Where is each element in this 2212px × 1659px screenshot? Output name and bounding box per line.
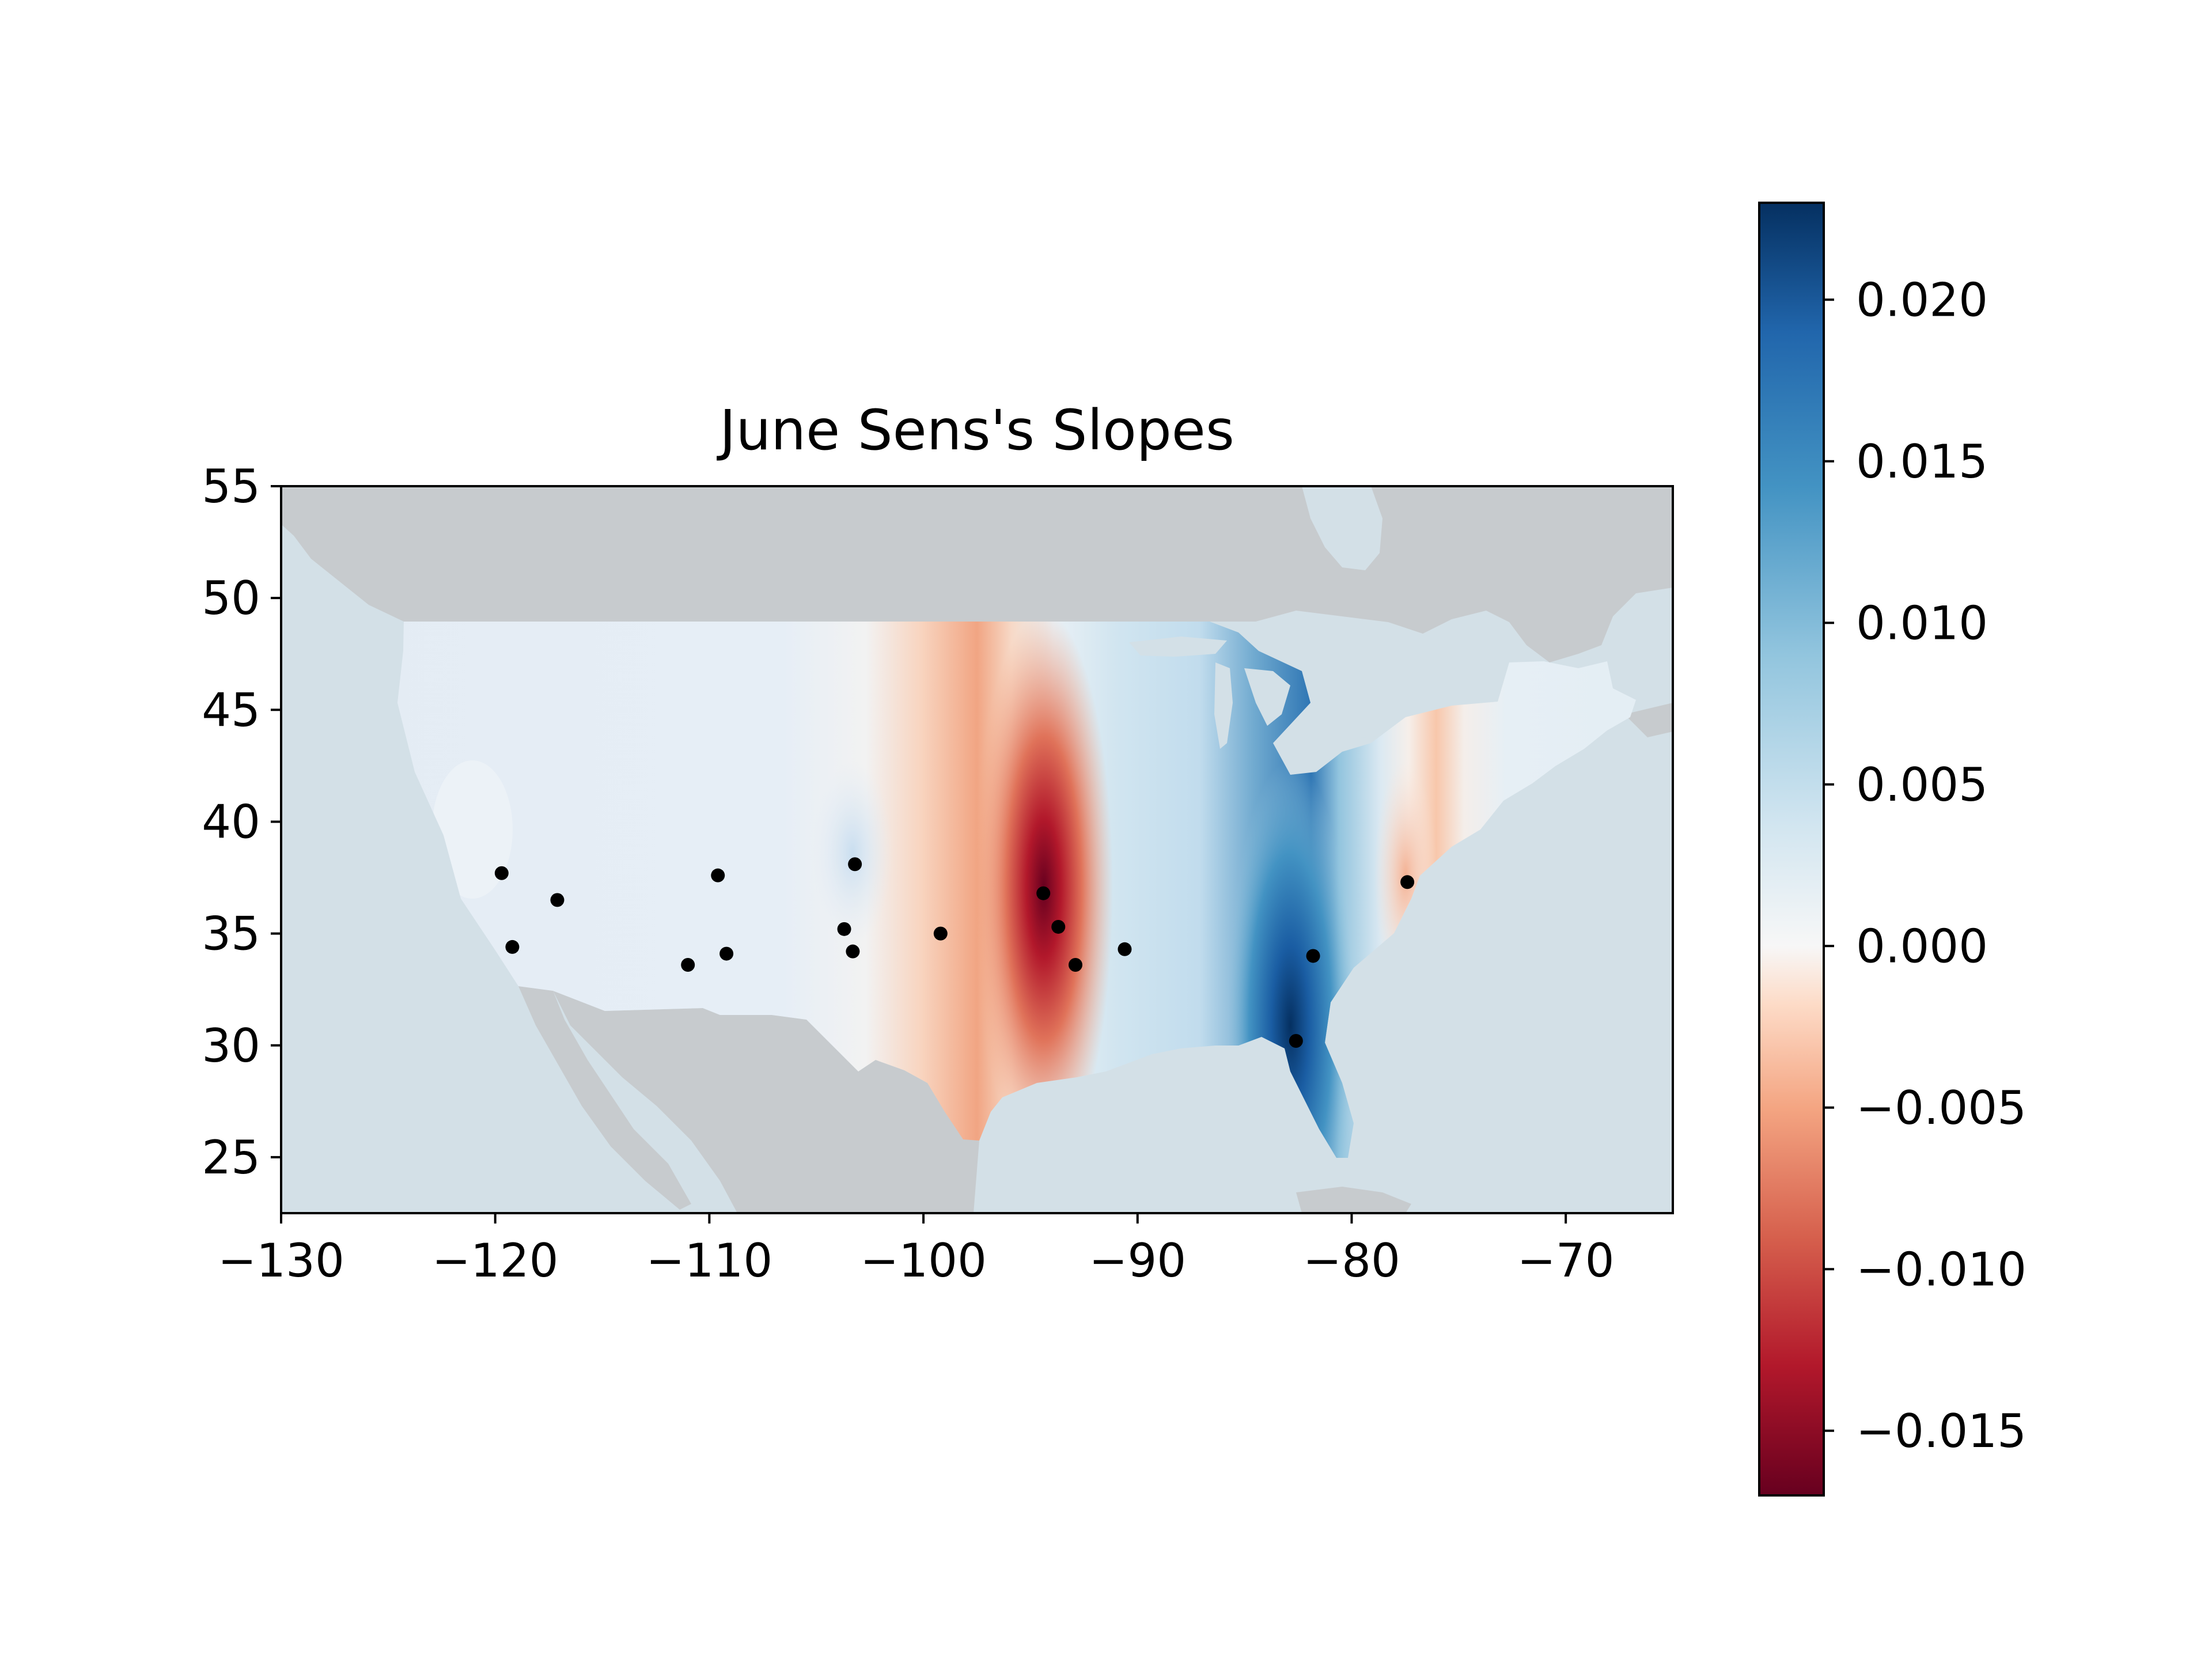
- x-tick-label: −70: [1517, 1234, 1615, 1287]
- y-tick-label: 50: [202, 571, 260, 625]
- colorbar-tick-label: −0.010: [1856, 1243, 2027, 1296]
- x-tick-label: −130: [218, 1234, 344, 1287]
- station-point: [837, 922, 851, 936]
- map-area: [281, 486, 1673, 1213]
- y-tick-label: 35: [202, 907, 260, 961]
- x-axis: −130 −120 −110 −100 −90 −80 −70: [218, 1213, 1615, 1287]
- lake-ontario: [1351, 726, 1382, 738]
- west-coast-patch: [432, 760, 513, 899]
- colorbar: −0.015 −0.010 −0.005 0.000 0.005 0.010 0.015 0.…: [1758, 202, 2027, 1497]
- x-tick-label: −80: [1303, 1234, 1400, 1287]
- axes-frame: [280, 485, 1674, 1214]
- mexico-landmass: [553, 991, 979, 1213]
- station-point: [550, 893, 565, 907]
- lake-erie: [1285, 743, 1345, 766]
- nova-scotia: [1624, 703, 1673, 737]
- x-tick-label: −110: [646, 1234, 773, 1287]
- colorbar-tick-label: 0.005: [1856, 758, 1988, 812]
- hudson-bay: [1302, 486, 1382, 570]
- station-point: [1118, 942, 1132, 956]
- y-tick-label: 40: [202, 795, 260, 849]
- y-tick-label: 30: [202, 1019, 260, 1073]
- x-tick-label: −90: [1089, 1234, 1186, 1287]
- station-point: [846, 944, 860, 959]
- y-axis: 25 30 35 40 45 50 55: [202, 460, 281, 1184]
- positive-slope-core: [1227, 760, 1354, 1158]
- lake-huron: [1244, 668, 1290, 726]
- station-point: [681, 957, 695, 972]
- colorbar-ticks: −0.015 −0.010 −0.005 0.000 0.005 0.010 0.015 0.…: [1824, 273, 2027, 1458]
- station-point: [505, 940, 520, 954]
- station-point: [494, 866, 509, 880]
- colorbar-tick-label: 0.015: [1856, 435, 1988, 488]
- station-point: [1036, 886, 1051, 900]
- lake-superior: [1129, 637, 1227, 657]
- station-point: [933, 926, 948, 941]
- station-point: [1289, 1034, 1303, 1048]
- station-point: [1306, 949, 1320, 963]
- station-point: [719, 946, 734, 961]
- colorbar-tick-label: 0.010: [1856, 596, 1988, 650]
- baja-california: [518, 986, 691, 1210]
- cuba: [1296, 1187, 1411, 1213]
- lake-michigan: [1214, 662, 1233, 749]
- station-point: [1051, 919, 1066, 934]
- station-point: [848, 857, 862, 872]
- x-tick-label: −120: [432, 1234, 559, 1287]
- station-point: [1068, 957, 1082, 972]
- colorbar-tick-label: −0.015: [1856, 1404, 2027, 1458]
- y-tick-label: 45: [202, 683, 260, 737]
- great-lakes: [1129, 637, 1382, 766]
- colorbar-gradient: [1758, 202, 1825, 1497]
- station-point: [711, 868, 725, 882]
- chart-title: June Sens's Slopes: [717, 398, 1234, 463]
- colorbar-tick-label: 0.020: [1856, 273, 1988, 327]
- colorbar-tick-label: 0.000: [1856, 919, 1988, 973]
- colorbar-tick-label: −0.005: [1856, 1081, 2027, 1135]
- station-markers: [494, 857, 1415, 1048]
- station-point: [1400, 875, 1415, 889]
- mountain-patch: [812, 760, 893, 945]
- y-tick-label: 55: [202, 460, 260, 513]
- y-tick-label: 25: [202, 1131, 260, 1184]
- x-tick-label: −100: [860, 1234, 987, 1287]
